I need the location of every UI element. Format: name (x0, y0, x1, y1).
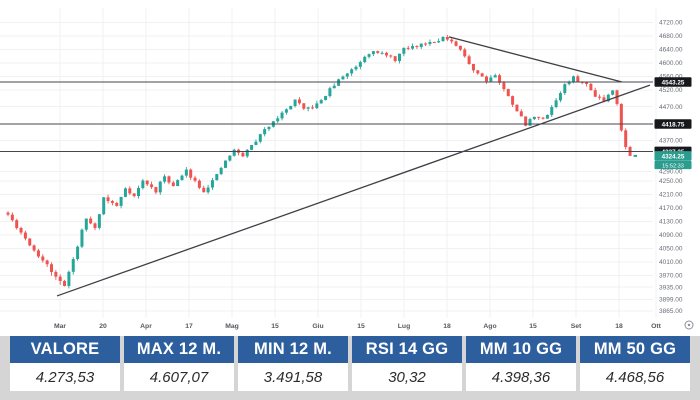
svg-text:4010.00: 4010.00 (659, 259, 683, 266)
svg-text:20: 20 (99, 323, 107, 330)
svg-text:Apr: Apr (140, 323, 152, 330)
last-price-label: 4324.25 (654, 151, 692, 161)
column-header: MM 10 GG (466, 336, 576, 363)
summary-table-strip: VALORE 4.273,53 MAX 12 M. 4.607,07 MIN 1… (0, 336, 700, 400)
ascending-support (56, 84, 651, 297)
candlesticks (6, 34, 632, 289)
svg-text:15: 15 (529, 323, 537, 330)
svg-text:4210.00: 4210.00 (659, 192, 683, 199)
last-price-tick (633, 154, 638, 157)
table-column-rsi-14gg: RSI 14 GG 30,32 (352, 336, 462, 391)
table-column-mm-50gg: MM 50 GG 4.468,56 (580, 336, 690, 391)
table-column-min-12m: MIN 12 M. 3.491,58 (238, 336, 348, 391)
chart-panel: 4720.00 4680.00 4640.00 4600.00 4560.00 4520.… (0, 0, 700, 336)
svg-text:17: 17 (185, 323, 193, 330)
svg-text:4680.00: 4680.00 (659, 33, 683, 40)
grid-lines (0, 8, 657, 318)
level-price-label: 4543.25 (654, 77, 692, 87)
svg-text:Mag: Mag (225, 323, 239, 330)
svg-text:4130.00: 4130.00 (659, 219, 683, 226)
price-chart[interactable]: 4720.00 4680.00 4640.00 4600.00 4560.00 4520.… (0, 0, 700, 336)
column-value: 4.398,36 (466, 363, 576, 391)
column-value: 3.491,58 (238, 363, 348, 391)
svg-text:4250.00: 4250.00 (659, 178, 683, 185)
svg-text:15: 15 (357, 323, 365, 330)
level-price-label: 4418.75 (654, 119, 692, 129)
table-column-valore: VALORE 4.273,53 (10, 336, 120, 391)
svg-text:3899.00: 3899.00 (659, 297, 683, 304)
svg-text:Ott: Ott (651, 323, 662, 330)
x-axis-labels: Mar 20 Apr 17 Mag 15 Giu 15 Lug 18 Ago 15 Set 18 Ott (54, 323, 662, 330)
svg-text:4290.00: 4290.00 (659, 169, 683, 176)
svg-text:4090.00: 4090.00 (659, 232, 683, 239)
svg-text:4543.25: 4543.25 (662, 79, 685, 86)
svg-text:4600.00: 4600.00 (659, 60, 683, 67)
svg-text:4520.00: 4520.00 (659, 87, 683, 94)
svg-text:Lug: Lug (398, 323, 410, 330)
column-header: VALORE (10, 336, 120, 363)
column-header: MM 50 GG (580, 336, 690, 363)
column-header: MIN 12 M. (238, 336, 348, 363)
level-lines (0, 81, 653, 153)
svg-text:Set: Set (571, 323, 582, 330)
svg-text:18: 18 (615, 323, 623, 330)
svg-text:15: 15 (271, 323, 279, 330)
svg-text:3865.00: 3865.00 (659, 308, 683, 315)
column-value: 4.273,53 (10, 363, 120, 391)
svg-text:Mar: Mar (54, 323, 66, 330)
column-header: MAX 12 M. (124, 336, 234, 363)
svg-text:4170.00: 4170.00 (659, 205, 683, 212)
axis-settings-icon[interactable] (684, 320, 694, 330)
svg-text:4560.00: 4560.00 (659, 74, 683, 81)
svg-text:4050.00: 4050.00 (659, 246, 683, 253)
table-column-max-12m: MAX 12 M. 4.607,07 (124, 336, 234, 391)
trendlines (56, 36, 651, 297)
summary-table: VALORE 4.273,53 MAX 12 M. 4.607,07 MIN 1… (10, 336, 690, 391)
column-value: 4.468,56 (580, 363, 690, 391)
svg-text:3970.00: 3970.00 (659, 273, 683, 280)
column-header: RSI 14 GG (352, 336, 462, 363)
svg-text:18: 18 (443, 323, 451, 330)
descending-resistance (448, 36, 623, 83)
svg-text:4418.75: 4418.75 (662, 121, 685, 128)
table-column-mm-10gg: MM 10 GG 4.398,36 (466, 336, 576, 391)
svg-text:15:52:33: 15:52:33 (662, 163, 684, 169)
last-price-time-label: 15:52:33 (654, 160, 692, 169)
svg-text:Ago: Ago (483, 323, 496, 330)
svg-text:4324.25: 4324.25 (662, 153, 685, 160)
svg-text:Giu: Giu (312, 323, 323, 330)
svg-text:4720.00: 4720.00 (659, 20, 683, 27)
svg-text:4470.00: 4470.00 (659, 104, 683, 111)
column-value: 30,32 (352, 363, 462, 391)
y-axis-labels: 4720.00 4680.00 4640.00 4600.00 4560.00 4520.… (659, 20, 683, 315)
svg-text:4370.00: 4370.00 (659, 138, 683, 145)
column-value: 4.607,07 (124, 363, 234, 391)
svg-text:4640.00: 4640.00 (659, 47, 683, 54)
svg-text:3935.00: 3935.00 (659, 284, 683, 291)
